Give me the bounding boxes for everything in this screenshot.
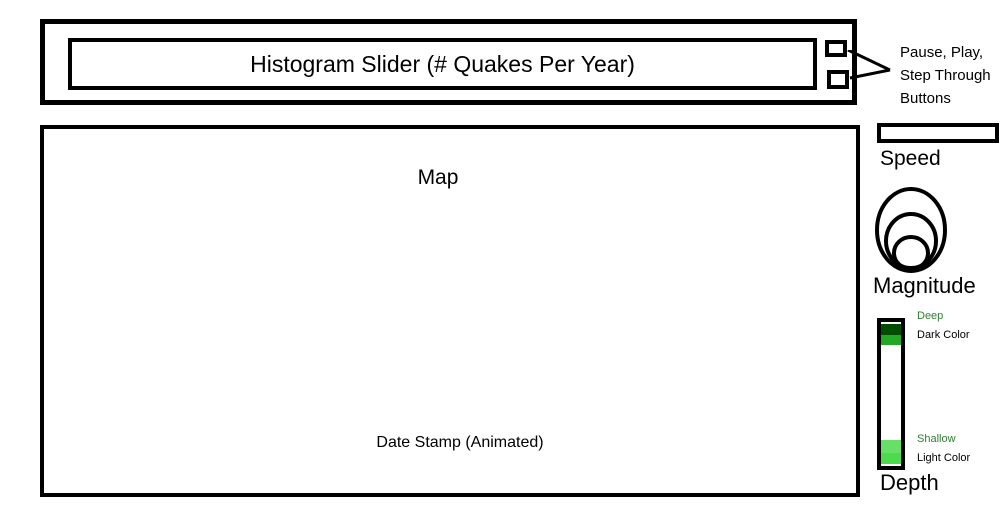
magnitude-label: Magnitude — [873, 273, 976, 298]
date-stamp: Date Stamp (Animated) — [376, 434, 544, 451]
buttons-annotation: Pause, Play, Step Through Buttons — [900, 41, 1006, 110]
deep-label: Deep — [917, 310, 944, 322]
shallow-label: Shallow — [917, 433, 956, 445]
dark-color-label: Dark Color — [917, 329, 970, 341]
depth-label: Depth — [880, 470, 939, 495]
histogram-slider-label: Histogram Slider (# Quakes Per Year) — [250, 50, 635, 77]
control-bar — [40, 19, 857, 105]
depth-swatch-lightest — [881, 453, 901, 464]
map-panel[interactable] — [40, 125, 860, 497]
light-color-label: Light Color — [917, 452, 971, 464]
depth-swatch-darkest — [881, 324, 901, 335]
callout-lines — [847, 50, 891, 80]
magnitude-circles-icon — [875, 187, 947, 273]
depth-shallow-annotation: Shallow Light Color — [917, 430, 970, 468]
buttons-annotation-line: Pause, Play, — [900, 44, 984, 61]
depth-swatch-light — [881, 440, 901, 453]
speed-slider[interactable] — [877, 123, 999, 143]
speed-label: Speed — [880, 147, 941, 170]
depth-color-scale — [877, 318, 905, 470]
histogram-slider[interactable]: Histogram Slider (# Quakes Per Year) — [68, 38, 817, 90]
depth-deep-annotation: Deep Dark Color — [917, 307, 970, 345]
play-button[interactable] — [827, 70, 849, 89]
map-label: Map — [417, 166, 459, 189]
depth-swatch-dark — [881, 335, 901, 345]
buttons-annotation-line: Step Through — [900, 67, 991, 84]
buttons-annotation-line: Buttons — [900, 90, 951, 107]
pause-button[interactable] — [825, 40, 847, 57]
